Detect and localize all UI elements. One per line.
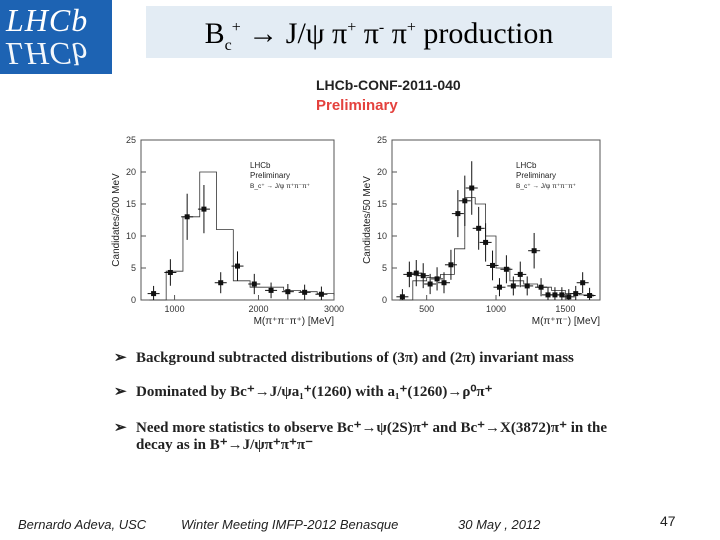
- data-point: [545, 292, 551, 298]
- data-point: [483, 239, 489, 245]
- bullet-item: ➢ Background subtracted distributions of…: [114, 350, 574, 367]
- y-tick-label: 25: [126, 135, 136, 145]
- x-tick-label: 1500: [555, 304, 575, 314]
- data-point: [268, 287, 274, 293]
- x-axis-label: M(π⁺π⁻) [MeV]: [532, 316, 600, 327]
- data-point: [434, 276, 440, 282]
- y-tick-label: 0: [382, 295, 387, 305]
- data-point: [251, 281, 257, 287]
- footer-author: Bernardo Adeva, USC: [18, 517, 147, 532]
- data-point: [462, 198, 468, 204]
- data-point: [167, 269, 173, 275]
- lhcb-logo: LHCb LHCb: [0, 0, 112, 74]
- data-point: [448, 262, 454, 268]
- bullet-item: ➢ Need more statistics to observe Bc⁺→ψ(…: [114, 420, 636, 454]
- data-point: [441, 280, 447, 286]
- data-point: [406, 271, 412, 277]
- legend-entry: LHCb: [516, 161, 537, 170]
- bullet-arrow-icon: ➢: [114, 384, 127, 400]
- data-point: [552, 292, 558, 298]
- y-tick-label: 20: [377, 167, 387, 177]
- conf-note-label: LHCb-CONF-2011-040: [316, 77, 461, 93]
- bullet-text: Dominated by Bc⁺→J/ψa₁⁺(1260) with a₁⁺(1…: [136, 384, 493, 400]
- data-point: [517, 271, 523, 277]
- y-tick-label: 15: [377, 199, 387, 209]
- footer-date: 30 May , 2012: [458, 517, 541, 532]
- y-tick-label: 5: [382, 263, 387, 273]
- legend-entry: B_c⁺ → J/ψ π⁺π⁻π⁺: [250, 183, 311, 190]
- x-tick-label: 1000: [165, 304, 185, 314]
- y-tick-label: 10: [377, 231, 387, 241]
- legend-entry: Preliminary: [250, 171, 290, 180]
- y-axis-label: Candidates/50 MeV: [362, 176, 373, 264]
- bullet-arrow-icon: ➢: [114, 420, 127, 436]
- data-point: [490, 262, 496, 268]
- preliminary-label: Preliminary: [316, 97, 398, 114]
- y-tick-label: 25: [377, 135, 387, 145]
- data-point: [285, 289, 291, 295]
- data-point: [184, 214, 190, 220]
- logo-text-top: LHCb: [6, 2, 89, 38]
- y-tick-label: 10: [126, 231, 136, 241]
- x-axis-label: M(π⁺π⁻π⁺) [MeV]: [254, 316, 335, 327]
- plot-frame: [391, 139, 601, 301]
- data-point: [420, 273, 426, 279]
- data-point: [524, 283, 530, 289]
- legend-entry: Preliminary: [516, 171, 556, 180]
- data-point: [503, 266, 509, 272]
- data-point: [151, 291, 157, 297]
- logo-text-mirrored: LHCb: [6, 36, 89, 72]
- slide-title: Bc+ → J/ψ π+ π- π+ production: [204, 17, 554, 54]
- data-point: [399, 294, 405, 300]
- data-point: [476, 225, 482, 231]
- bullet-item: ➢ Dominated by Bc⁺→J/ψa₁⁺(1260) with a₁⁺…: [114, 384, 493, 401]
- data-point: [538, 284, 544, 290]
- legend-entry: B_c⁺ → J/ψ π⁺π⁻π⁺: [516, 183, 577, 190]
- data-point: [559, 292, 565, 298]
- data-point: [218, 280, 224, 286]
- data-point: [496, 284, 502, 290]
- x-tick-label: 1000: [486, 304, 506, 314]
- arrow-icon: →: [248, 17, 279, 50]
- bullet-arrow-icon: ➢: [114, 350, 127, 366]
- legend-entry: LHCb: [250, 161, 271, 170]
- page-number: 47: [660, 513, 676, 529]
- footer-event: Winter Meeting IMFP-2012 Benasque: [181, 517, 399, 532]
- x-tick-label: 500: [419, 304, 434, 314]
- data-point: [566, 294, 572, 300]
- data-point: [510, 283, 516, 289]
- plot-frame: [140, 139, 335, 301]
- data-point: [427, 281, 433, 287]
- x-tick-label: 2000: [248, 304, 268, 314]
- y-tick-label: 20: [126, 167, 136, 177]
- data-point: [531, 248, 537, 254]
- data-point: [302, 289, 308, 295]
- fit-curve: [149, 171, 335, 301]
- x-tick-label: 3000: [324, 304, 344, 314]
- bullet-text: Need more statistics to observe Bc⁺→ψ(2S…: [136, 420, 608, 453]
- bullet-text: Background subtracted distributions of (…: [136, 350, 574, 366]
- y-axis-label: Candidates/200 MeV: [111, 173, 122, 267]
- data-point: [455, 211, 461, 217]
- data-point: [580, 280, 586, 286]
- data-point: [318, 291, 324, 297]
- data-point: [573, 291, 579, 297]
- data-point: [201, 206, 207, 212]
- data-point: [235, 263, 240, 269]
- fit-curve: [398, 197, 594, 301]
- y-tick-label: 0: [131, 295, 136, 305]
- data-point: [469, 185, 475, 191]
- data-point: [413, 270, 419, 276]
- y-tick-label: 5: [131, 263, 136, 273]
- y-tick-label: 15: [126, 199, 136, 209]
- title-banner: Bc+ → J/ψ π+ π- π+ production: [146, 6, 612, 58]
- data-point: [587, 293, 593, 299]
